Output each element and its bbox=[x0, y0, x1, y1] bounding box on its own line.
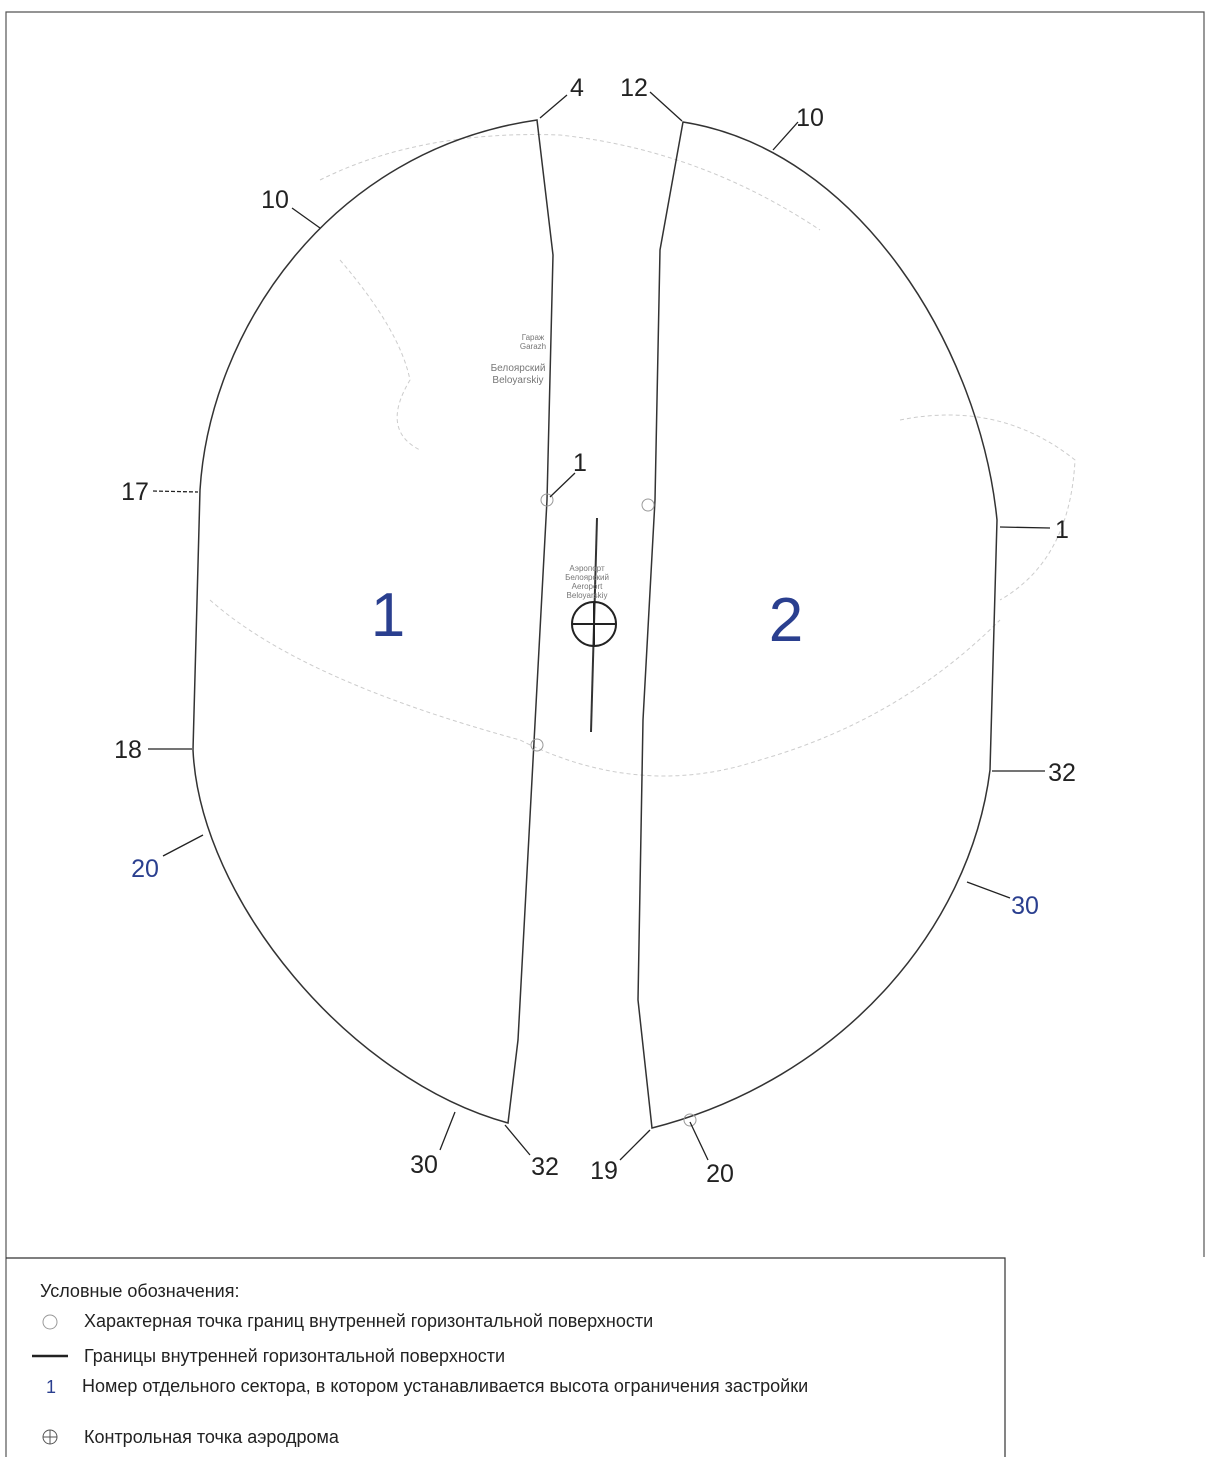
legend-symbol-point bbox=[42, 1314, 58, 1330]
legend-text: Границы внутренней горизонтальной поверх… bbox=[84, 1346, 505, 1366]
sector-label: 2 bbox=[769, 586, 803, 655]
point-label: 30 bbox=[1011, 892, 1039, 920]
pointer-arrow bbox=[291, 207, 321, 229]
legend-text: Характерная точка границ внутренней гори… bbox=[84, 1311, 653, 1331]
legend-title: Условные обозначения: bbox=[40, 1281, 239, 1301]
pointer-arrow bbox=[649, 91, 683, 122]
characteristic-point bbox=[683, 1113, 697, 1127]
pointer-arrow bbox=[162, 834, 204, 857]
map-label: Garazh bbox=[520, 342, 546, 351]
point-label: 30 bbox=[410, 1151, 438, 1179]
map-label: Beloyarskiy bbox=[492, 375, 543, 386]
point-label: 20 bbox=[131, 855, 159, 883]
point-label: 32 bbox=[531, 1153, 559, 1181]
map-label: Aeroport bbox=[572, 582, 603, 591]
background-map-lines bbox=[209, 134, 1076, 777]
point-label: 1 bbox=[573, 449, 587, 477]
sector-2-boundary bbox=[637, 121, 998, 1129]
map-label: Белоярский bbox=[565, 573, 609, 582]
map-label: Аэропорт bbox=[569, 564, 605, 573]
pointer-arrow bbox=[689, 1121, 709, 1161]
legend-text: Контрольная точка аэродрома bbox=[84, 1427, 340, 1447]
characteristic-point bbox=[540, 493, 554, 507]
point-label: 18 bbox=[114, 736, 142, 764]
pointer-arrow bbox=[999, 526, 1051, 529]
pointer-arrow bbox=[966, 881, 1011, 899]
point-label: 20 bbox=[706, 1160, 734, 1188]
legend-text: Номер отдельного сектора, в котором уста… bbox=[82, 1376, 809, 1396]
map-label: Белоярский bbox=[491, 363, 546, 374]
pointer-arrow bbox=[504, 1124, 531, 1156]
sector-label: 1 bbox=[371, 581, 405, 650]
point-label: 19 bbox=[590, 1157, 618, 1185]
pointer-arrow bbox=[152, 490, 199, 493]
characteristic-point bbox=[530, 738, 544, 752]
characteristic-point bbox=[641, 498, 655, 512]
legend-marker: 1 bbox=[46, 1377, 56, 1397]
legend-box bbox=[6, 1257, 1006, 1457]
point-label: 12 bbox=[620, 74, 648, 102]
point-label: 4 bbox=[570, 74, 584, 102]
pointer-arrow bbox=[772, 121, 799, 151]
point-label: 1 bbox=[1055, 516, 1069, 544]
pointer-arrow bbox=[619, 1129, 651, 1161]
point-label: 10 bbox=[796, 104, 824, 132]
point-label: 10 bbox=[261, 186, 289, 214]
pointer-arrow bbox=[539, 94, 568, 119]
sector-1-boundary bbox=[192, 119, 554, 1124]
pointer-arrow bbox=[549, 472, 576, 498]
pointer-arrow bbox=[439, 1111, 456, 1151]
frame bbox=[5, 11, 1205, 1457]
map-label: Beloyarskiy bbox=[567, 591, 608, 600]
point-label: 32 bbox=[1048, 759, 1076, 787]
point-label: 17 bbox=[121, 478, 149, 506]
map-label: Гараж bbox=[522, 333, 545, 342]
legend-text-wrap: Номер отдельного сектора, в котором уста… bbox=[82, 1376, 809, 1396]
